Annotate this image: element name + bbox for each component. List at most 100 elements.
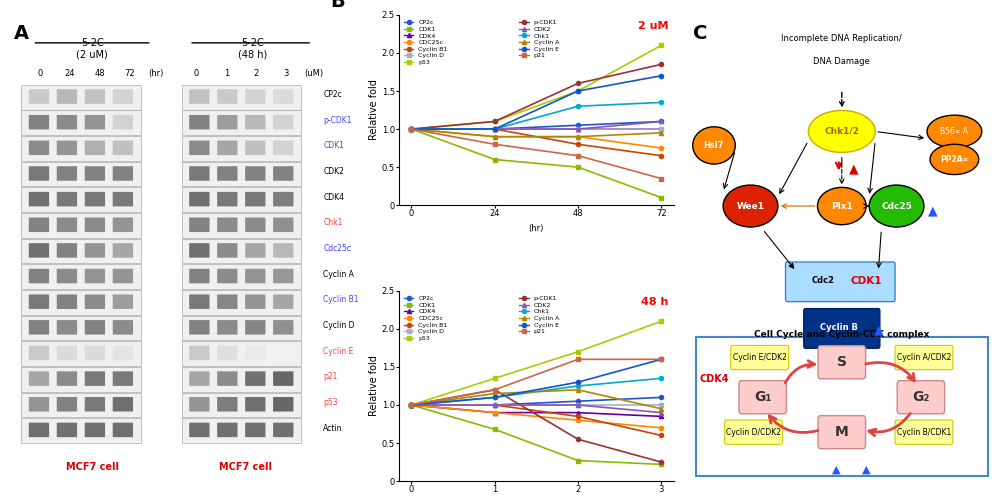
FancyBboxPatch shape xyxy=(894,420,952,444)
FancyBboxPatch shape xyxy=(245,423,265,437)
FancyBboxPatch shape xyxy=(84,346,105,360)
FancyBboxPatch shape xyxy=(84,115,105,129)
Text: Cyclin A: Cyclin A xyxy=(323,270,354,279)
FancyBboxPatch shape xyxy=(182,341,301,366)
FancyBboxPatch shape xyxy=(57,140,77,155)
Text: Hsl7: Hsl7 xyxy=(703,141,723,150)
FancyBboxPatch shape xyxy=(273,192,293,206)
FancyBboxPatch shape xyxy=(724,420,781,444)
Text: A: A xyxy=(14,24,29,43)
FancyBboxPatch shape xyxy=(273,140,293,155)
Text: Wee1: Wee1 xyxy=(736,201,763,210)
Ellipse shape xyxy=(722,185,777,227)
FancyBboxPatch shape xyxy=(21,162,140,186)
FancyBboxPatch shape xyxy=(21,213,140,238)
FancyBboxPatch shape xyxy=(182,187,301,212)
FancyBboxPatch shape xyxy=(189,269,210,283)
FancyBboxPatch shape xyxy=(273,397,293,412)
Text: 48: 48 xyxy=(94,68,104,78)
FancyBboxPatch shape xyxy=(273,320,293,335)
FancyBboxPatch shape xyxy=(189,115,210,129)
Text: CP2c: CP2c xyxy=(323,90,342,99)
FancyBboxPatch shape xyxy=(29,115,49,129)
FancyBboxPatch shape xyxy=(217,295,238,309)
Text: 72: 72 xyxy=(124,68,134,78)
Ellipse shape xyxy=(692,127,734,164)
FancyBboxPatch shape xyxy=(189,140,210,155)
FancyBboxPatch shape xyxy=(112,218,133,232)
Text: Cell Cycle and Cyclin-CDK complex: Cell Cycle and Cyclin-CDK complex xyxy=(753,330,929,339)
Text: CDK2: CDK2 xyxy=(323,167,344,176)
FancyBboxPatch shape xyxy=(245,115,265,129)
FancyBboxPatch shape xyxy=(112,140,133,155)
Text: Actin: Actin xyxy=(323,424,343,433)
FancyBboxPatch shape xyxy=(21,290,140,314)
Text: Chk1: Chk1 xyxy=(323,218,342,228)
Text: S: S xyxy=(835,355,846,369)
Legend: p-CDK1, CDK2, Chk1, Cyclin A, Cyclin E, p21: p-CDK1, CDK2, Chk1, Cyclin A, Cyclin E, … xyxy=(517,18,561,60)
FancyBboxPatch shape xyxy=(57,372,77,386)
FancyBboxPatch shape xyxy=(273,243,293,258)
FancyBboxPatch shape xyxy=(217,269,238,283)
Text: B56∝ A: B56∝ A xyxy=(940,127,968,136)
FancyBboxPatch shape xyxy=(21,239,140,263)
FancyBboxPatch shape xyxy=(57,89,77,104)
FancyBboxPatch shape xyxy=(29,192,49,206)
FancyBboxPatch shape xyxy=(695,337,987,477)
FancyBboxPatch shape xyxy=(57,269,77,283)
Ellipse shape xyxy=(929,144,978,175)
FancyBboxPatch shape xyxy=(57,115,77,129)
FancyBboxPatch shape xyxy=(57,397,77,412)
X-axis label: (hr): (hr) xyxy=(529,224,544,233)
Text: CDK1: CDK1 xyxy=(850,276,881,286)
FancyBboxPatch shape xyxy=(217,346,238,360)
Text: 0: 0 xyxy=(194,68,199,78)
Text: C: C xyxy=(692,24,706,43)
FancyBboxPatch shape xyxy=(112,423,133,437)
Text: 48 h: 48 h xyxy=(640,297,668,307)
FancyBboxPatch shape xyxy=(182,264,301,289)
FancyBboxPatch shape xyxy=(112,89,133,104)
FancyBboxPatch shape xyxy=(182,418,301,443)
FancyBboxPatch shape xyxy=(245,295,265,309)
FancyBboxPatch shape xyxy=(112,397,133,412)
Text: B: B xyxy=(330,0,345,11)
Text: CDK4: CDK4 xyxy=(323,193,344,202)
FancyBboxPatch shape xyxy=(803,309,879,348)
FancyBboxPatch shape xyxy=(273,269,293,283)
FancyBboxPatch shape xyxy=(112,320,133,335)
Y-axis label: Relative fold: Relative fold xyxy=(368,79,378,140)
Text: ▲: ▲ xyxy=(873,323,883,336)
Text: G₂: G₂ xyxy=(912,390,929,404)
FancyBboxPatch shape xyxy=(182,213,301,238)
FancyBboxPatch shape xyxy=(189,166,210,181)
FancyBboxPatch shape xyxy=(182,392,301,417)
FancyBboxPatch shape xyxy=(84,89,105,104)
FancyBboxPatch shape xyxy=(273,115,293,129)
FancyBboxPatch shape xyxy=(245,269,265,283)
FancyBboxPatch shape xyxy=(217,89,238,104)
FancyBboxPatch shape xyxy=(738,380,785,414)
FancyBboxPatch shape xyxy=(273,372,293,386)
FancyBboxPatch shape xyxy=(57,346,77,360)
Ellipse shape xyxy=(807,111,875,152)
FancyBboxPatch shape xyxy=(182,136,301,161)
FancyBboxPatch shape xyxy=(217,192,238,206)
FancyBboxPatch shape xyxy=(84,397,105,412)
FancyBboxPatch shape xyxy=(245,397,265,412)
FancyBboxPatch shape xyxy=(217,166,238,181)
Text: Cyclin D/CDK2: Cyclin D/CDK2 xyxy=(725,428,780,436)
FancyBboxPatch shape xyxy=(21,392,140,417)
FancyBboxPatch shape xyxy=(29,269,49,283)
FancyBboxPatch shape xyxy=(245,89,265,104)
FancyBboxPatch shape xyxy=(217,320,238,335)
Text: (hr): (hr) xyxy=(147,68,163,78)
FancyBboxPatch shape xyxy=(84,320,105,335)
Text: Cyclin B/CDK1: Cyclin B/CDK1 xyxy=(896,428,950,436)
FancyBboxPatch shape xyxy=(273,218,293,232)
FancyBboxPatch shape xyxy=(29,320,49,335)
FancyBboxPatch shape xyxy=(21,187,140,212)
Text: 3: 3 xyxy=(283,68,289,78)
FancyBboxPatch shape xyxy=(57,295,77,309)
FancyBboxPatch shape xyxy=(21,264,140,289)
